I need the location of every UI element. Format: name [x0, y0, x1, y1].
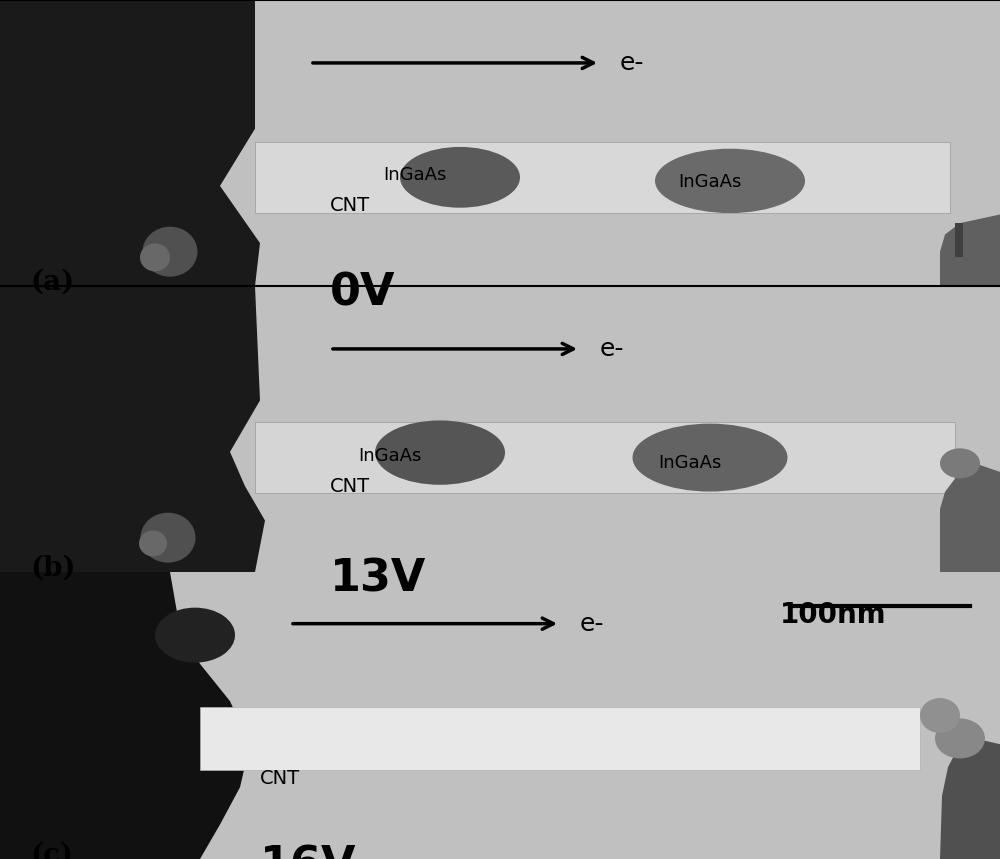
Ellipse shape — [400, 147, 520, 208]
Ellipse shape — [935, 718, 985, 758]
Text: InGaAs: InGaAs — [383, 167, 447, 185]
Bar — [955, 223, 963, 258]
Polygon shape — [940, 463, 1000, 572]
Ellipse shape — [633, 423, 788, 491]
Text: e-: e- — [580, 612, 604, 636]
Ellipse shape — [375, 420, 505, 484]
Text: InGaAs: InGaAs — [358, 447, 422, 465]
Text: CNT: CNT — [260, 769, 300, 789]
Text: (b): (b) — [30, 555, 76, 582]
Bar — [0, 572, 1000, 859]
Ellipse shape — [139, 530, 167, 557]
Text: e-: e- — [620, 51, 644, 75]
Bar — [0, 286, 1000, 572]
Text: 0V: 0V — [330, 271, 396, 314]
Ellipse shape — [143, 227, 198, 277]
Text: e-: e- — [600, 337, 624, 361]
Polygon shape — [940, 215, 1000, 286]
Text: InGaAs: InGaAs — [678, 174, 742, 192]
Text: (a): (a) — [30, 269, 74, 295]
Bar — [200, 707, 920, 770]
Polygon shape — [0, 286, 265, 572]
Text: CNT: CNT — [330, 477, 370, 496]
Text: 100nm: 100nm — [780, 601, 887, 630]
Text: (c): (c) — [30, 842, 73, 859]
Text: InGaAs: InGaAs — [658, 454, 722, 472]
Text: CNT: CNT — [330, 197, 370, 216]
Ellipse shape — [655, 149, 805, 213]
Ellipse shape — [140, 243, 170, 271]
Text: 13V: 13V — [330, 557, 426, 600]
Text: 16V: 16V — [260, 844, 356, 859]
Ellipse shape — [940, 448, 980, 478]
Bar — [255, 142, 950, 213]
Ellipse shape — [920, 698, 960, 733]
Bar — [255, 422, 955, 493]
Ellipse shape — [155, 607, 235, 662]
Polygon shape — [0, 572, 250, 859]
Polygon shape — [940, 739, 1000, 859]
Ellipse shape — [140, 513, 196, 563]
Bar — [0, 0, 1000, 286]
Polygon shape — [0, 0, 260, 286]
